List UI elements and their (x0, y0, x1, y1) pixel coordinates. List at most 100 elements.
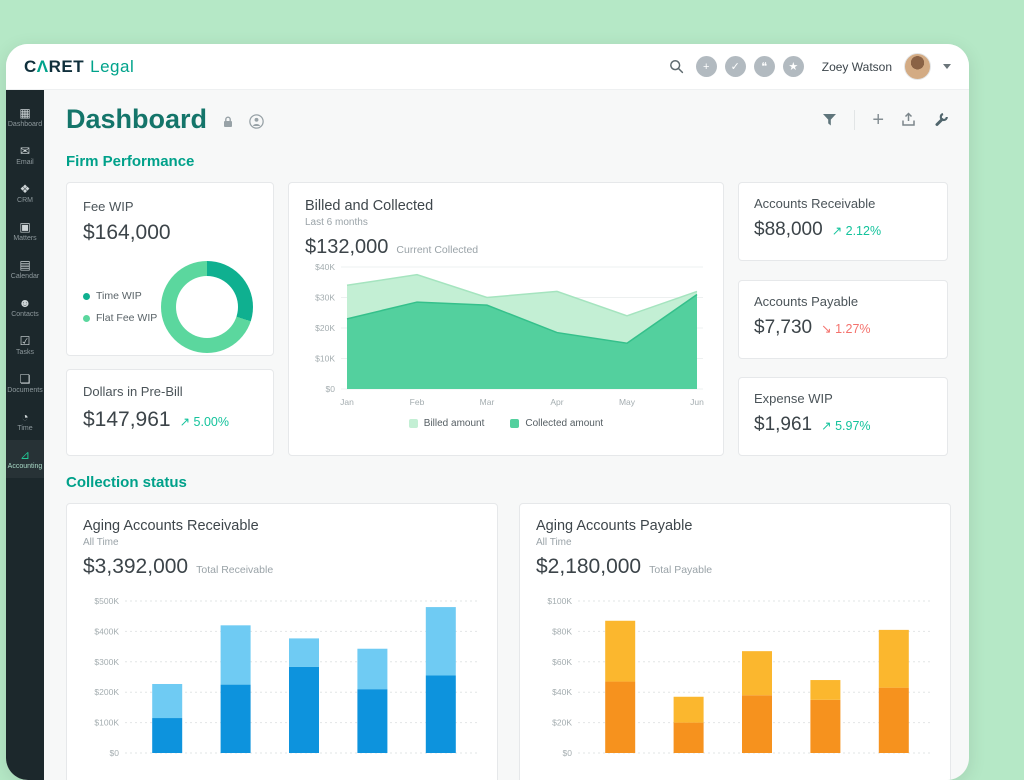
expense-wip-trend: ↗ 5.97% (821, 419, 871, 433)
svg-text:Jun: Jun (690, 397, 704, 407)
sidebar-item-label: Accounting (7, 462, 43, 470)
page-title: Dashboard (66, 104, 208, 134)
topbar-right: + ✓ ❝ ★ Zoey Watson (669, 53, 951, 80)
sidebar-item-email[interactable]: ✉ Email (6, 136, 44, 174)
sidebar-item-accounting[interactable]: ⊿ Accounting (6, 440, 44, 478)
svg-text:$20K: $20K (315, 323, 335, 333)
export-button[interactable] (901, 112, 916, 127)
accounts-receivable-card[interactable]: Accounts Receivable $88,000 ↗ 2.12% (738, 182, 948, 261)
svg-text:Feb: Feb (410, 397, 425, 407)
settings-wrench-button[interactable] (933, 112, 949, 128)
svg-text:Jan: Jan (340, 397, 354, 407)
sidebar-item-contacts[interactable]: ☻ Contacts (6, 288, 44, 326)
fee-wip-legend: Time WIP Flat Fee WIP (83, 290, 161, 324)
sidebar-item-label: Dashboard (7, 120, 43, 128)
svg-text:$40K: $40K (552, 687, 572, 697)
sidebar: ▦ Dashboard ✉ Email ❖ CRM ▣ Matters ▤ Calendar ☻ Co… (6, 90, 44, 780)
user-menu-caret-icon[interactable] (943, 64, 951, 69)
aging-payable-title: Aging Accounts Payable (536, 518, 693, 534)
add-widget-button[interactable]: + (872, 108, 884, 131)
toolbar-divider (854, 109, 856, 130)
calendar-icon: ▤ (19, 257, 31, 272)
billed-collected-value: $132,000 (305, 236, 389, 258)
section-collection-status: Collection status (66, 474, 187, 491)
legend-label: Time WIP (96, 290, 142, 302)
matters-icon: ▣ (19, 219, 31, 234)
header-actions: + ✓ ❝ ★ (695, 56, 804, 77)
sidebar-item-tasks[interactable]: ☑ Tasks (6, 326, 44, 364)
accounts-receivable-title: Accounts Receivable (754, 196, 876, 211)
sidebar-item-label: Matters (13, 234, 37, 242)
sidebar-item-documents[interactable]: ❏ Documents (6, 364, 44, 402)
title-row: Dashboard + (66, 104, 949, 135)
sidebar-item-label: Email (16, 158, 34, 166)
accounts-payable-trend: ↘ 1.27% (821, 321, 871, 336)
accounts-payable-card[interactable]: Accounts Payable $7,730 ↘ 1.27% (738, 279, 948, 359)
fee-wip-title: Fee WIP (83, 199, 134, 214)
svg-text:$20K: $20K (552, 718, 572, 728)
aging-payable-value-label: Total Payable (649, 564, 713, 576)
chat-button[interactable]: ❝ (753, 56, 775, 77)
contacts-icon: ☻ (18, 295, 32, 310)
add-button[interactable]: + (695, 56, 717, 77)
fee-wip-legend-item: Time WIP (83, 290, 161, 302)
avatar[interactable] (904, 53, 931, 80)
pre-bill-trend: ↗ 5.00% (179, 415, 229, 429)
user-name[interactable]: Zoey Watson (821, 59, 892, 74)
owner-icon (249, 114, 264, 129)
sidebar-item-crm[interactable]: ❖ CRM (6, 174, 44, 212)
performance-right-column: Accounts Receivable $88,000 ↗ 2.12% Acco… (738, 182, 948, 456)
accounts-payable-title: Accounts Payable (754, 293, 859, 309)
aging-payable-card[interactable]: Aging Accounts Payable All Time $2,180,0… (519, 503, 951, 780)
accounts-receivable-trend: ↗ 2.12% (831, 224, 882, 238)
app-logo: C Λ RET Legal (24, 56, 135, 76)
sidebar-item-time[interactable]: ◔ Time (6, 402, 44, 440)
aging-receivable-title: Aging Accounts Receivable (83, 518, 259, 534)
svg-text:$0: $0 (110, 748, 120, 758)
aging-receivable-bar-chart: $500K $400K $300K $200K $100K $0 (94, 596, 479, 758)
tasks-icon: ☑ (19, 333, 31, 348)
aging-payable-period: All Time (536, 537, 572, 548)
lock-icon (221, 115, 235, 129)
accounts-payable-value: $7,730 (754, 316, 813, 338)
legend-dot-icon (83, 314, 90, 322)
svg-text:$400K: $400K (94, 626, 119, 636)
svg-text:Mar: Mar (480, 397, 495, 407)
expense-wip-title: Expense WIP (754, 391, 833, 406)
app-body: ▦ Dashboard ✉ Email ❖ CRM ▣ Matters ▤ Calendar ☻ Co… (6, 90, 969, 780)
billed-collected-area-chart: $40K $30K $20K $10K $0 Jan Feb Mar Apr May Jun (315, 262, 704, 407)
sidebar-item-label: CRM (17, 196, 33, 204)
star-button[interactable]: ★ (782, 56, 804, 77)
sidebar-item-calendar[interactable]: ▤ Calendar (6, 250, 44, 288)
billed-collected-card[interactable]: Billed and Collected Last 6 months $132,… (288, 182, 724, 456)
main-content: Dashboard + (44, 90, 969, 780)
pre-bill-title: Dollars in Pre-Bill (83, 384, 183, 399)
svg-text:$60K: $60K (552, 657, 572, 667)
fee-wip-body: Time WIP Flat Fee WIP (83, 261, 259, 353)
svg-text:$100K: $100K (94, 718, 119, 728)
billed-collected-value-label: Current Collected (396, 244, 479, 256)
fee-wip-legend-item: Flat Fee WIP (83, 312, 161, 324)
svg-text:$10K: $10K (315, 354, 335, 364)
aging-receivable-value: $3,392,000 (83, 555, 189, 578)
check-button[interactable]: ✓ (724, 56, 746, 77)
search-icon[interactable] (669, 59, 684, 74)
fee-wip-value: $164,000 (83, 221, 171, 244)
logo-text: C (24, 56, 37, 76)
fee-wip-card[interactable]: Fee WIP $164,000 Time WIP Flat Fee WIP (66, 182, 274, 356)
svg-text:$500K: $500K (94, 596, 119, 606)
collection-grid: Aging Accounts Receivable All Time $3,39… (66, 503, 951, 780)
filter-button[interactable] (822, 113, 837, 127)
sidebar-item-matters[interactable]: ▣ Matters (6, 212, 44, 250)
pre-bill-card[interactable]: Dollars in Pre-Bill $147,961 ↗ 5.00% (66, 369, 274, 456)
section-firm-performance: Firm Performance (66, 153, 195, 170)
svg-text:$100K: $100K (547, 596, 572, 606)
sidebar-item-label: Contacts (11, 310, 39, 318)
sidebar-item-dashboard[interactable]: ▦ Dashboard (6, 98, 44, 136)
logo-caret-glyph: Λ (36, 56, 49, 76)
expense-wip-card[interactable]: Expense WIP $1,961 ↗ 5.97% (738, 377, 948, 456)
aging-receivable-card[interactable]: Aging Accounts Receivable All Time $3,39… (66, 503, 498, 780)
performance-grid: Fee WIP $164,000 Time WIP Flat Fee WIP Do… (66, 182, 949, 456)
documents-icon: ❏ (19, 371, 31, 386)
svg-text:$0: $0 (326, 384, 336, 394)
